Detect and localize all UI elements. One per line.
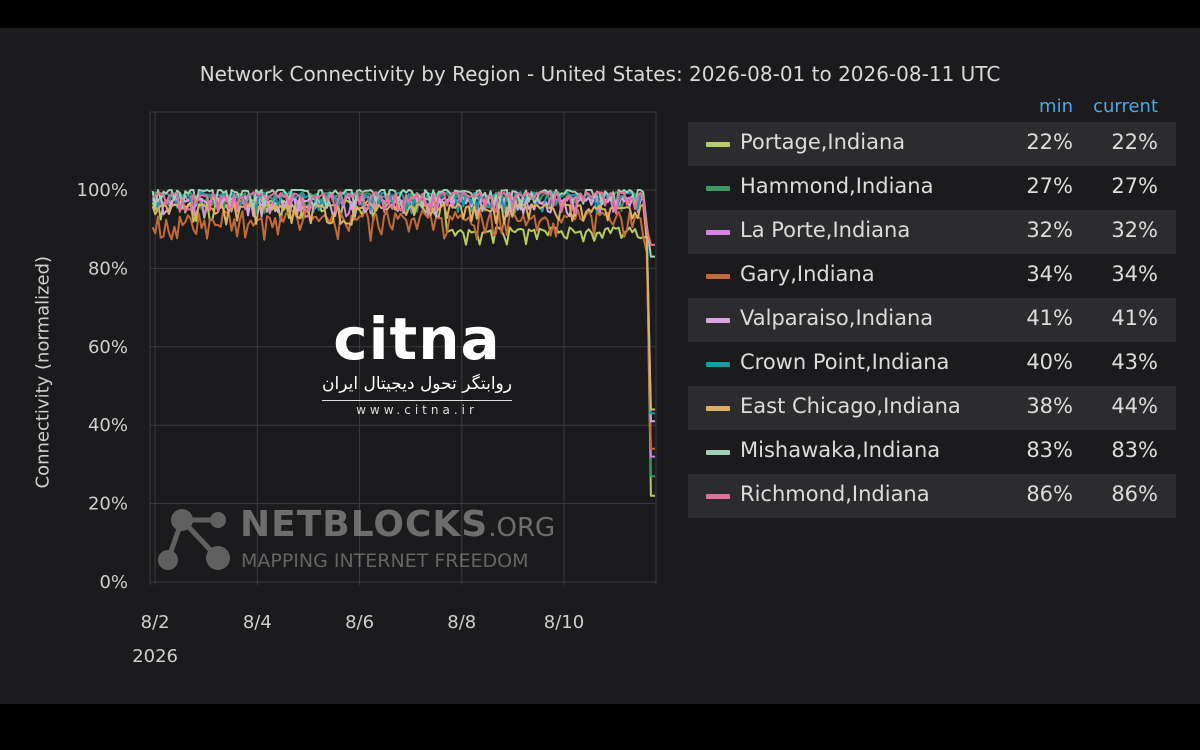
legend-current-value: 86% <box>1111 482 1158 506</box>
series-line <box>151 189 655 258</box>
legend-series-name: East Chicago,Indiana <box>740 394 961 418</box>
x-tick-year: 2026 <box>132 646 178 667</box>
legend-swatch <box>706 230 730 235</box>
netblocks-tagline: MAPPING INTERNET FREEDOM <box>241 550 529 572</box>
series-line <box>152 191 655 415</box>
legend-row[interactable]: Mishawaka,Indiana 83% 83% <box>688 430 1176 474</box>
x-tick-label: 8/8 <box>447 612 476 633</box>
netblocks-name: NETBLOCKS <box>240 504 489 545</box>
y-axis-label: Connectivity (normalized) <box>32 255 54 489</box>
legend-row[interactable]: East Chicago,Indiana 38% 44% <box>688 386 1176 430</box>
legend-swatch <box>706 494 730 499</box>
legend-series-name: Richmond,Indiana <box>740 482 930 506</box>
legend-swatch <box>706 362 730 367</box>
legend-series-name: Mishawaka,Indiana <box>740 438 941 462</box>
legend-current-value: 27% <box>1111 174 1158 198</box>
legend-swatch <box>706 450 730 455</box>
series-line <box>152 191 655 246</box>
legend-min-value: 38% <box>1026 394 1073 418</box>
legend-series-name: Portage,Indiana <box>740 130 906 154</box>
legend-row[interactable]: Portage,Indiana 22% 22% <box>688 122 1176 166</box>
legend-current-value: 41% <box>1111 306 1158 330</box>
legend-row[interactable]: Richmond,Indiana 86% 86% <box>688 474 1176 518</box>
y-tick-label: 0% <box>99 572 128 593</box>
x-tick-label: 8/6 <box>345 612 374 633</box>
legend-min-value: 83% <box>1026 438 1073 462</box>
y-tick-label: 40% <box>88 415 128 436</box>
legend: Portage,Indiana 22% 22% Hammond,Indiana 27% 2… <box>688 122 1176 518</box>
legend-swatch <box>706 142 730 147</box>
legend-series-name: Gary,Indiana <box>740 262 875 286</box>
citna-logo-text: citna <box>333 305 501 373</box>
current-column-header: current <box>1093 96 1158 117</box>
legend-swatch <box>706 406 730 411</box>
legend-series-name: Valparaiso,Indiana <box>740 306 934 330</box>
legend-series-name: Hammond,Indiana <box>740 174 934 198</box>
netblocks-icon <box>158 509 230 570</box>
chart-panel: Network Connectivity by Region - United … <box>0 28 1200 704</box>
legend-min-value: 41% <box>1026 306 1073 330</box>
legend-series-name: Crown Point,Indiana <box>740 350 950 374</box>
y-tick-label: 100% <box>77 180 128 201</box>
legend-min-value: 86% <box>1026 482 1073 506</box>
chart-title: Network Connectivity by Region - United … <box>199 62 1001 86</box>
y-tick-label: 20% <box>88 494 128 515</box>
legend-swatch <box>706 274 730 279</box>
legend-swatch <box>706 318 730 323</box>
y-tick-label: 60% <box>88 337 128 358</box>
x-tick-label: 8/4 <box>243 612 272 633</box>
legend-row[interactable]: La Porte,Indiana 32% 32% <box>688 210 1176 254</box>
legend-min-value: 40% <box>1026 350 1073 374</box>
y-tick-label: 80% <box>88 258 128 279</box>
legend-current-value: 44% <box>1111 394 1158 418</box>
legend-row[interactable]: Hammond,Indiana 27% 27% <box>688 166 1176 210</box>
legend-series-name: La Porte,Indiana <box>740 218 911 242</box>
legend-min-value: 32% <box>1026 218 1073 242</box>
netblocks-suffix: .ORG <box>488 513 556 543</box>
x-tick-label: 8/10 <box>544 612 584 633</box>
legend-row[interactable]: Valparaiso,Indiana 41% 41% <box>688 298 1176 342</box>
legend-row[interactable]: Crown Point,Indiana 40% 43% <box>688 342 1176 386</box>
netblocks-watermark: NETBLOCKS.ORG MAPPING INTERNET FREEDOM <box>150 498 555 578</box>
legend-swatch <box>706 186 730 191</box>
legend-current-value: 83% <box>1111 438 1158 462</box>
legend-row[interactable]: Gary,Indiana 34% 34% <box>688 254 1176 298</box>
legend-min-value: 27% <box>1026 174 1073 198</box>
line-chart: 0% 20% 40% 60% 80% 100% 8/2 8/4 8/6 8/8 8/10 2026 <box>77 111 657 667</box>
legend-min-value: 22% <box>1026 130 1073 154</box>
x-tick-label: 8/2 <box>141 612 170 633</box>
citna-url: www.citna.ir <box>356 403 478 417</box>
legend-min-value: 34% <box>1026 262 1073 286</box>
legend-current-value: 43% <box>1111 350 1158 374</box>
min-column-header: min <box>1039 96 1073 117</box>
citna-tagline: روابتگر تحول دیجیتال ایران <box>322 374 512 394</box>
legend-current-value: 32% <box>1111 218 1158 242</box>
legend-current-value: 22% <box>1111 130 1158 154</box>
citna-watermark: citna روابتگر تحول دیجیتال ایران www.cit… <box>312 308 522 433</box>
legend-current-value: 34% <box>1111 262 1158 286</box>
